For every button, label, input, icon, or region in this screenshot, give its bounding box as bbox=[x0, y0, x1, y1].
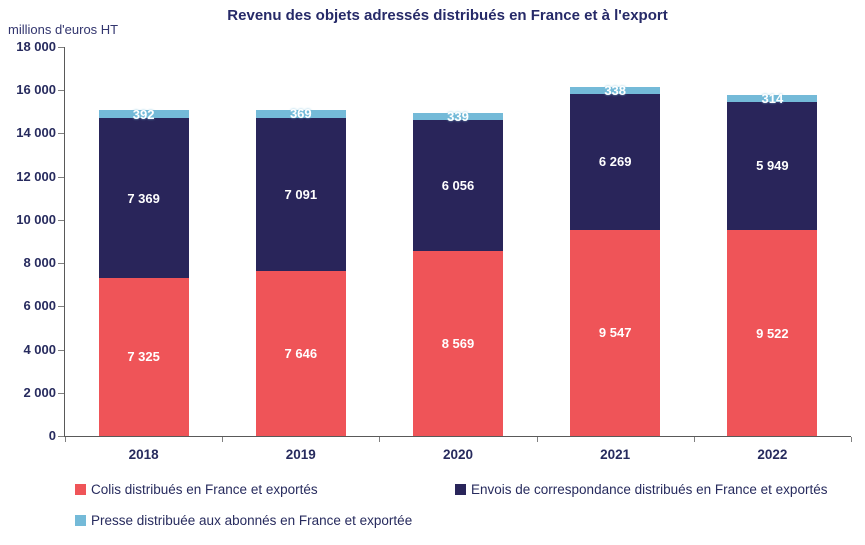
bar-segment: 369 bbox=[255, 106, 346, 121]
legend-swatch-presse bbox=[75, 515, 86, 526]
y-tick bbox=[58, 133, 64, 135]
bar-segment: 9 522 bbox=[727, 230, 818, 436]
bar-value-label: 7 091 bbox=[284, 186, 318, 202]
y-axis-tick-label: 10 000 bbox=[16, 211, 56, 227]
x-axis-year-label: 2018 bbox=[128, 447, 159, 462]
legend-item-envois: Envois de correspondance distribués en F… bbox=[455, 482, 827, 497]
bar-segment: 7 369 bbox=[98, 118, 189, 278]
bar-value-label: 6 269 bbox=[598, 154, 632, 170]
bar-segment: 339 bbox=[413, 109, 503, 124]
y-axis-tick-label: 12 000 bbox=[16, 168, 56, 184]
bar-segment: 314 bbox=[727, 91, 818, 106]
y-tick bbox=[58, 436, 64, 437]
y-tick bbox=[58, 392, 64, 394]
bar-segment: 7 325 bbox=[98, 277, 189, 436]
y-tick bbox=[58, 306, 64, 308]
x-axis-line bbox=[64, 436, 851, 437]
bar-value-label: 9 522 bbox=[756, 325, 789, 341]
bar-value-label: 338 bbox=[604, 83, 627, 99]
x-axis-year-label: 2020 bbox=[442, 447, 473, 462]
x-tick bbox=[65, 437, 66, 442]
y-axis-tick-label: 8 000 bbox=[23, 255, 56, 271]
legend-swatch-envois bbox=[455, 484, 466, 495]
bar-value-label: 392 bbox=[132, 106, 155, 122]
bar-segment: 392 bbox=[98, 107, 189, 122]
y-tick bbox=[58, 176, 64, 178]
y-axis-tick-label: 16 000 bbox=[16, 82, 56, 98]
bar-2021: 338 6 269 9 547 bbox=[570, 83, 661, 436]
y-tick bbox=[58, 263, 64, 265]
bar-value-label: 7 646 bbox=[284, 345, 318, 361]
y-tick bbox=[58, 349, 64, 351]
y-axis-tick-label: 6 000 bbox=[23, 298, 56, 314]
legend-label-colis: Colis distribués en France et exportés bbox=[91, 482, 318, 497]
x-tick bbox=[536, 437, 538, 442]
y-tick bbox=[58, 47, 64, 48]
legend-item-presse: Presse distribuée aux abonnés en France … bbox=[75, 513, 412, 528]
y-axis-tick-label: 0 bbox=[48, 428, 56, 443]
bar-value-label: 9 547 bbox=[598, 325, 632, 341]
legend-item-colis: Colis distribués en France et exportés bbox=[75, 482, 318, 497]
y-axis-line bbox=[64, 47, 65, 437]
bar-segment: 6 056 bbox=[413, 119, 503, 251]
bar-segment: 8 569 bbox=[413, 250, 503, 436]
bar-value-label: 339 bbox=[447, 108, 469, 124]
legend-label-envois: Envois de correspondance distribués en F… bbox=[471, 482, 828, 497]
bar-segment: 7 091 bbox=[255, 117, 346, 271]
plot-area: 392 7 369 7 325 369 7 091 7 646 339 6 056 8 569 3… bbox=[65, 47, 851, 436]
bar-2020: 339 6 056 8 569 bbox=[413, 109, 503, 436]
bar-segment: 5 949 bbox=[727, 101, 818, 231]
y-axis-tick-label: 14 000 bbox=[16, 125, 56, 141]
x-tick bbox=[379, 437, 381, 442]
bar-value-label: 8 569 bbox=[441, 335, 475, 351]
x-axis-year-label: 2022 bbox=[757, 447, 788, 462]
x-tick bbox=[851, 437, 852, 442]
bar-segment: 6 269 bbox=[570, 94, 661, 230]
bar-value-label: 5 949 bbox=[756, 158, 789, 174]
y-axis-unit-label: millions d'euros HT bbox=[8, 22, 119, 37]
y-tick bbox=[58, 90, 64, 92]
legend-swatch-colis bbox=[75, 484, 86, 495]
y-axis-tick-label: 2 000 bbox=[23, 384, 56, 400]
bar-value-label: 6 056 bbox=[441, 177, 475, 193]
bar-segment: 9 547 bbox=[570, 229, 661, 436]
bar-value-label: 7 369 bbox=[127, 190, 160, 206]
bar-value-label: 314 bbox=[761, 90, 784, 106]
x-axis-year-label: 2021 bbox=[600, 447, 631, 462]
chart-title: Revenu des objets adressés distribués en… bbox=[227, 7, 668, 24]
bar-2018: 392 7 369 7 325 bbox=[98, 107, 189, 436]
bar-segment: 7 646 bbox=[255, 270, 346, 436]
bar-value-label: 369 bbox=[289, 106, 312, 122]
y-axis-tick-label: 4 000 bbox=[23, 341, 56, 357]
legend-label-presse: Presse distribuée aux abonnés en France … bbox=[91, 513, 413, 528]
bar-value-label: 7 325 bbox=[127, 349, 160, 365]
x-tick bbox=[222, 437, 224, 442]
bar-2019: 369 7 091 7 646 bbox=[255, 106, 346, 436]
bar-segment: 338 bbox=[570, 83, 661, 98]
y-tick bbox=[58, 219, 64, 221]
x-axis-year-label: 2019 bbox=[285, 447, 316, 462]
bar-2022: 314 5 949 9 522 bbox=[727, 91, 818, 436]
x-tick bbox=[693, 437, 695, 442]
y-axis-tick-label: 18 000 bbox=[16, 39, 56, 54]
